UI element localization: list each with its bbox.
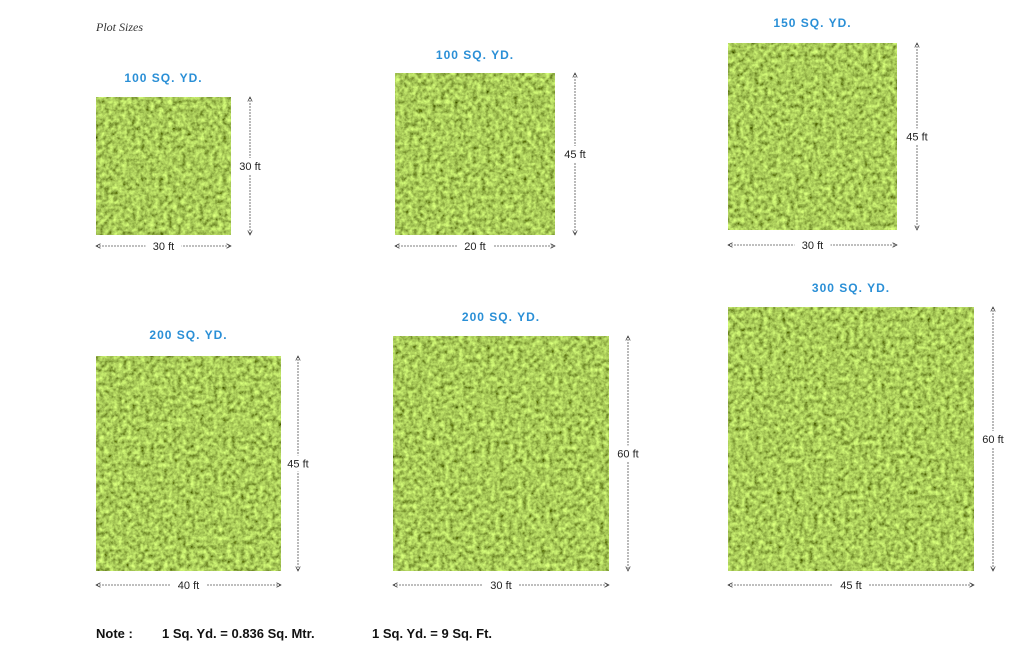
- height-label: 45 ft: [906, 132, 927, 144]
- grass-plot: [95, 96, 232, 236]
- label-bg: [170, 578, 207, 592]
- label-bg: [794, 238, 831, 252]
- note-label: Note :: [96, 626, 133, 641]
- label-bg: [612, 445, 644, 462]
- plot-area: 200 SQ. YD.: [149, 328, 227, 342]
- label-bg: [282, 455, 314, 472]
- width-label: 20 ft: [464, 241, 485, 253]
- plot-area: 150 SQ. YD.: [773, 16, 851, 30]
- height-label: 45 ft: [287, 459, 308, 471]
- width-label: 30 ft: [153, 241, 174, 253]
- grass-plot: [394, 72, 556, 236]
- note-item: 1 Sq. Yd. = 0.836 Sq. Mtr.: [162, 626, 315, 641]
- plot-area: 100 SQ. YD.: [124, 71, 202, 85]
- height-label: 60 ft: [982, 434, 1003, 446]
- width-label: 30 ft: [490, 580, 511, 592]
- label-bg: [457, 239, 493, 253]
- note-item: 1 Sq. Yd. = 9 Sq. Ft.: [372, 626, 492, 641]
- width-label: 45 ft: [840, 580, 861, 592]
- label-bg: [559, 146, 591, 162]
- label-bg: [145, 239, 182, 253]
- page-title: Plot Sizes: [95, 20, 143, 34]
- width-label: 30 ft: [802, 240, 823, 252]
- label-bg: [833, 578, 869, 592]
- height-label: 45 ft: [564, 149, 585, 161]
- grass-plot: [727, 42, 898, 231]
- height-label: 30 ft: [239, 161, 260, 173]
- label-bg: [483, 578, 519, 592]
- height-label: 60 ft: [617, 449, 638, 461]
- grass-plot: [392, 335, 610, 572]
- label-bg: [977, 431, 1009, 447]
- label-bg: [234, 158, 266, 174]
- plot-area: 300 SQ. YD.: [812, 281, 890, 295]
- grass-plot: [727, 306, 975, 572]
- width-label: 40 ft: [178, 580, 199, 592]
- label-bg: [901, 128, 933, 145]
- grass-plot: [95, 355, 282, 572]
- plot-area: 100 SQ. YD.: [436, 48, 514, 62]
- plot-area: 200 SQ. YD.: [462, 310, 540, 324]
